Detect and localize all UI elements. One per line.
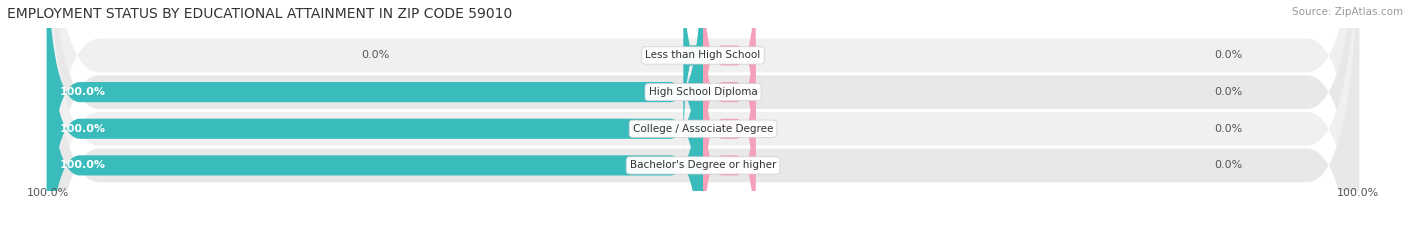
Text: EMPLOYMENT STATUS BY EDUCATIONAL ATTAINMENT IN ZIP CODE 59010: EMPLOYMENT STATUS BY EDUCATIONAL ATTAINM… [7, 7, 512, 21]
FancyBboxPatch shape [683, 0, 703, 155]
Text: 100.0%: 100.0% [27, 188, 69, 198]
FancyBboxPatch shape [46, 0, 703, 233]
FancyBboxPatch shape [46, 0, 1360, 233]
FancyBboxPatch shape [703, 29, 755, 229]
Text: 0.0%: 0.0% [1213, 160, 1241, 170]
FancyBboxPatch shape [703, 0, 755, 155]
FancyBboxPatch shape [46, 0, 703, 233]
Text: 100.0%: 100.0% [1337, 188, 1379, 198]
FancyBboxPatch shape [46, 0, 1360, 233]
Text: 0.0%: 0.0% [1213, 87, 1241, 97]
Text: 0.0%: 0.0% [1213, 124, 1241, 134]
Text: 0.0%: 0.0% [1213, 51, 1241, 60]
Text: 100.0%: 100.0% [60, 160, 105, 170]
Text: Less than High School: Less than High School [645, 51, 761, 60]
FancyBboxPatch shape [703, 65, 755, 233]
Text: 0.0%: 0.0% [361, 51, 389, 60]
Text: College / Associate Degree: College / Associate Degree [633, 124, 773, 134]
Text: Bachelor's Degree or higher: Bachelor's Degree or higher [630, 160, 776, 170]
FancyBboxPatch shape [46, 0, 703, 233]
FancyBboxPatch shape [46, 0, 1360, 233]
FancyBboxPatch shape [703, 0, 755, 192]
Text: Source: ZipAtlas.com: Source: ZipAtlas.com [1292, 7, 1403, 17]
FancyBboxPatch shape [46, 0, 1360, 233]
Text: 100.0%: 100.0% [60, 87, 105, 97]
Text: High School Diploma: High School Diploma [648, 87, 758, 97]
Text: 100.0%: 100.0% [60, 124, 105, 134]
